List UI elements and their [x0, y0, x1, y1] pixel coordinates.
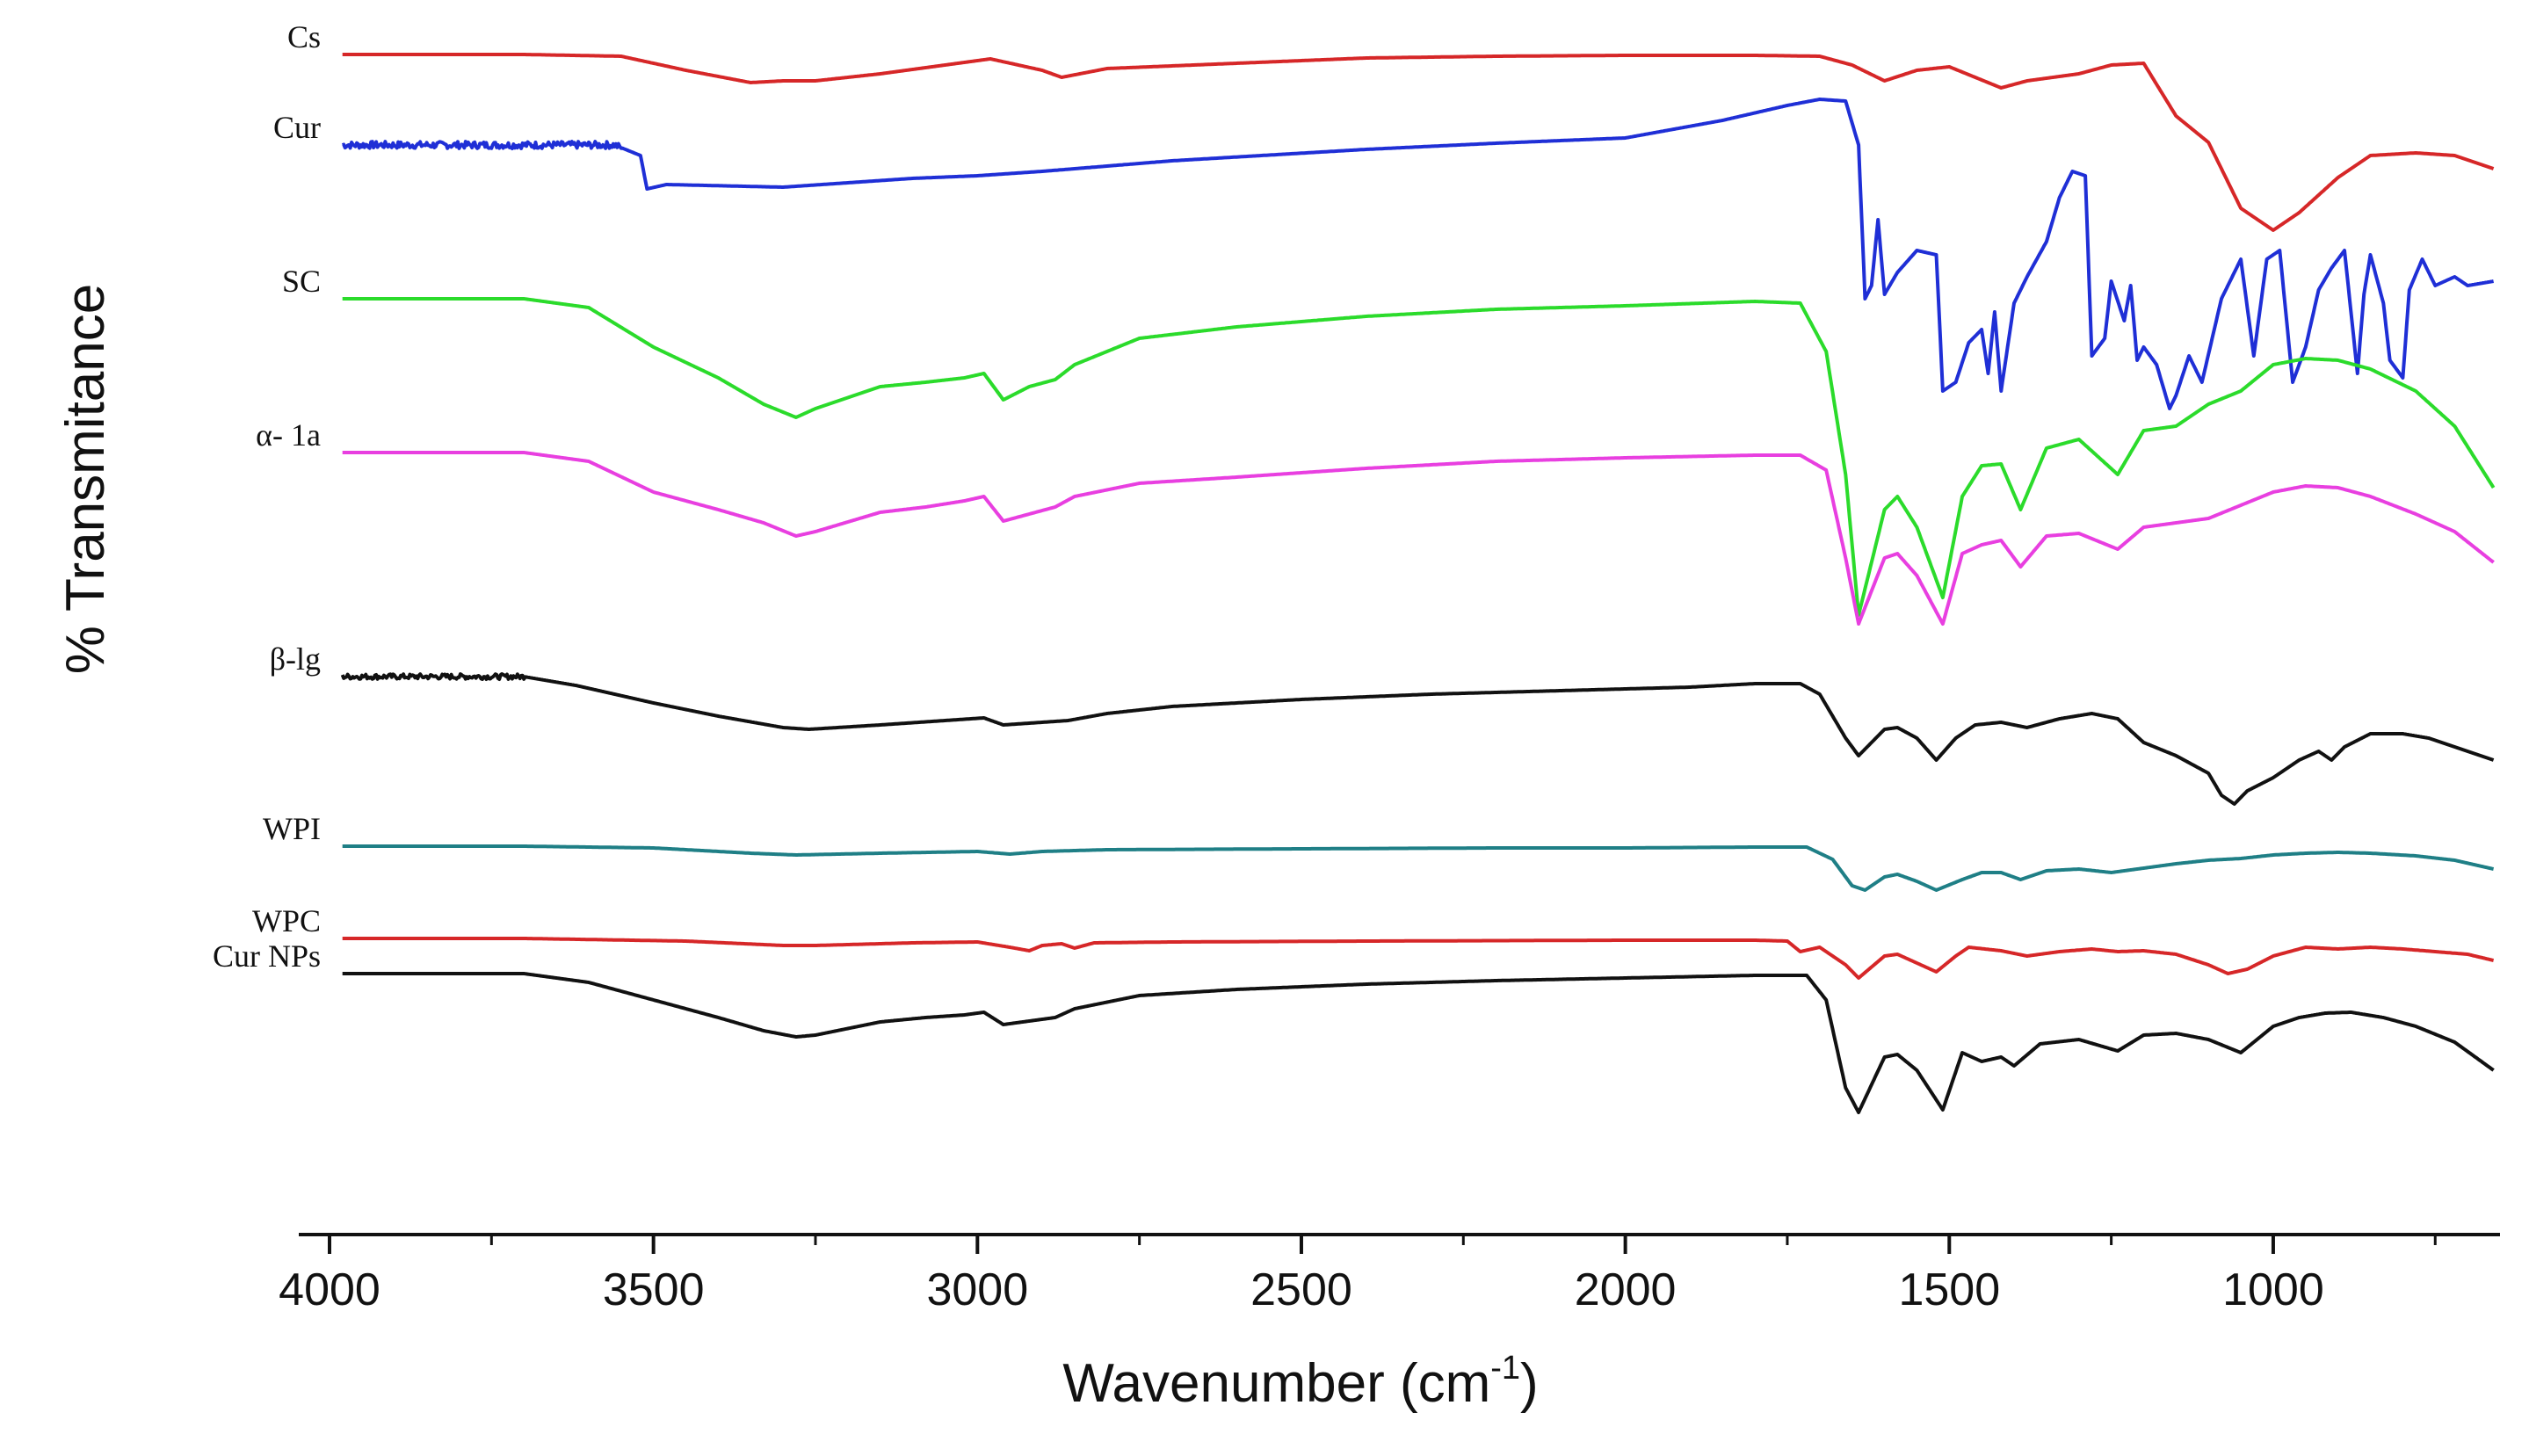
- series-line: [342, 937, 2495, 980]
- series-label: SC: [282, 264, 321, 299]
- x-ticks-layer: 4000 3500 3000 2500 2000 1500 1000: [279, 1235, 2437, 1315]
- x-tick-label: 3000: [926, 1264, 1028, 1315]
- series-line: [340, 672, 2495, 806]
- series-label: Cs: [287, 19, 321, 54]
- x-tick-label: 3500: [603, 1264, 705, 1315]
- x-tick-label: 1000: [2222, 1264, 2324, 1315]
- series-label: β-lg: [270, 641, 321, 677]
- series-line: [342, 297, 2496, 617]
- series-label: Cur NPs: [213, 938, 321, 974]
- series-line: [341, 98, 2495, 410]
- x-tick-label: 2000: [1575, 1264, 1677, 1315]
- series-label: Cur: [273, 110, 321, 145]
- series-line: [342, 451, 2495, 626]
- series-layer: [340, 53, 2496, 1114]
- series-line: [342, 844, 2495, 892]
- series-label: WPI: [263, 811, 321, 846]
- x-tick-label: 2500: [1250, 1264, 1352, 1315]
- series-line: [342, 972, 2495, 1114]
- y-axis-title: % Transmitance: [55, 284, 116, 675]
- series-label: α- 1a: [256, 417, 321, 453]
- x-axis-title: Wavenumber (cm-1): [1062, 1350, 1538, 1414]
- series-label: WPC: [252, 903, 321, 938]
- x-tick-label: 1500: [1898, 1264, 2000, 1315]
- x-tick-label: 4000: [279, 1264, 380, 1315]
- series-line: [342, 53, 2495, 232]
